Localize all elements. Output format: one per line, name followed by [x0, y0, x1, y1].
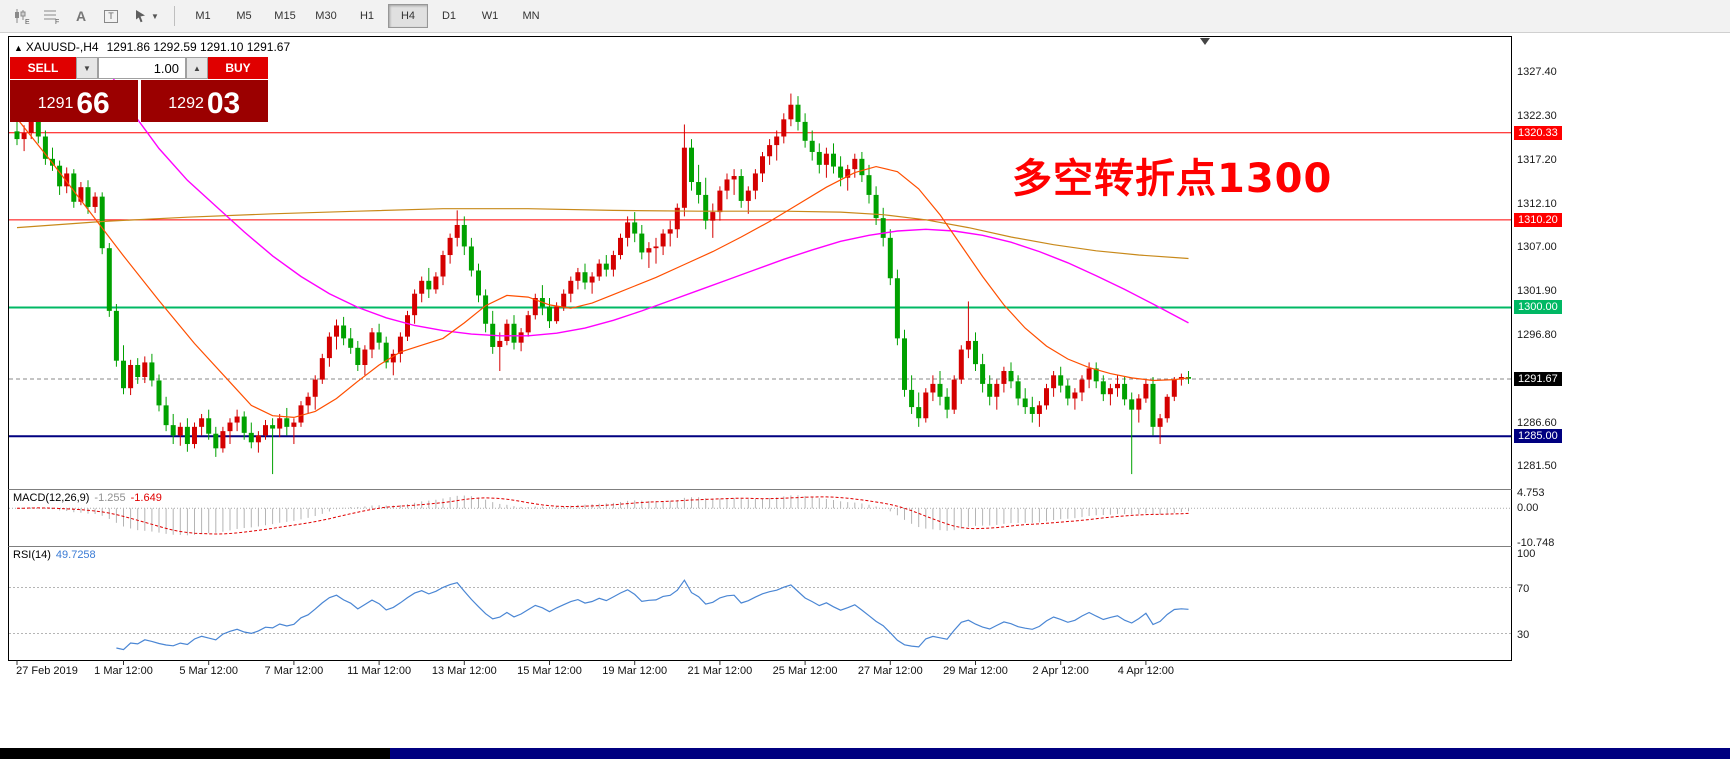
- ask-price-pips: 03: [206, 87, 241, 120]
- bid-price-main: 1291: [37, 95, 74, 112]
- volume-input[interactable]: [98, 57, 186, 79]
- macd-header: MACD(12,26,9) -1.255 -1.649: [13, 492, 162, 504]
- timeframe-button-H1[interactable]: H1: [359, 10, 375, 22]
- timeframe-button-M5[interactable]: M5: [236, 10, 252, 22]
- symbol-name: XAUUSD-,H4: [25, 40, 99, 54]
- ask-price-box[interactable]: 1292 03: [140, 80, 268, 122]
- buy-button[interactable]: BUY: [208, 57, 268, 79]
- font-a-glyph: A: [75, 8, 87, 24]
- ohlc-values: 1291.86 1292.59 1291.10 1291.67: [106, 40, 291, 54]
- timeframe-button-H4[interactable]: H4: [388, 4, 428, 28]
- rsi-title: RSI(14): [13, 549, 51, 561]
- rsi-value: 49.7258: [55, 549, 96, 561]
- cursor-tool-icon[interactable]: ▼: [126, 4, 166, 28]
- svg-text:F: F: [55, 19, 59, 25]
- timeframe-button-M15[interactable]: M15: [274, 10, 296, 22]
- text-label-icon[interactable]: T: [96, 4, 126, 28]
- font-a-icon[interactable]: A: [66, 4, 96, 28]
- ask-price-main: 1292: [168, 95, 204, 112]
- timeframe-button-MN[interactable]: MN: [522, 10, 540, 22]
- rsi-header: RSI(14) 49.7258: [13, 549, 96, 561]
- toolbar: E F A T ▼ M1 M5 M15 M30 H1 H4 D1 W1 MN: [0, 0, 1730, 33]
- macd-main-value: -1.255: [94, 492, 126, 504]
- timeframe-button-M1[interactable]: M1: [195, 10, 211, 22]
- symbol-header: ▲ XAUUSD-,H4 1291.86 1292.59 1291.10 1291.…: [14, 40, 290, 54]
- bottom-strip-right: [390, 748, 1730, 759]
- bottom-strip-left: [0, 748, 390, 759]
- macd-signal-value: -1.649: [130, 492, 162, 504]
- collapse-triangle-icon[interactable]: ▲: [14, 43, 23, 53]
- chart-canvas[interactable]: [0, 0, 1730, 700]
- trade-controls-row: SELL ▼ ▲ BUY: [10, 57, 268, 79]
- sell-button[interactable]: SELL: [10, 57, 76, 79]
- toolbar-separator: [174, 6, 175, 26]
- volume-increase-button[interactable]: ▲: [186, 57, 208, 79]
- chevron-down-icon: ▼: [151, 11, 159, 21]
- timeframe-button-D1[interactable]: D1: [441, 10, 457, 22]
- chart-annotation[interactable]: 多空转折点1300: [1012, 156, 1333, 202]
- trade-prices-row: 1291 66 1292 03: [10, 80, 268, 122]
- volume-decrease-button[interactable]: ▼: [76, 57, 98, 79]
- bid-price-pips: 66: [76, 87, 110, 120]
- cursor-arrow-icon: [136, 10, 146, 23]
- text-label-glyph: T: [104, 9, 118, 23]
- indicator-lines-icon[interactable]: F: [36, 4, 66, 28]
- timeframe-button-M30[interactable]: M30: [315, 10, 337, 22]
- one-click-trading-panel: SELL ▼ ▲ BUY 1291 66 1292 03: [10, 57, 268, 122]
- bid-price-box[interactable]: 1291 66: [10, 80, 138, 122]
- chart-candle-icon[interactable]: E: [6, 4, 36, 28]
- macd-title: MACD(12,26,9): [13, 492, 90, 504]
- svg-text:E: E: [25, 19, 30, 25]
- timeframe-button-W1[interactable]: W1: [481, 10, 499, 22]
- timeframe-button-group: M1 M5 M15 M30 H1 H4 D1 W1 MN: [183, 4, 551, 28]
